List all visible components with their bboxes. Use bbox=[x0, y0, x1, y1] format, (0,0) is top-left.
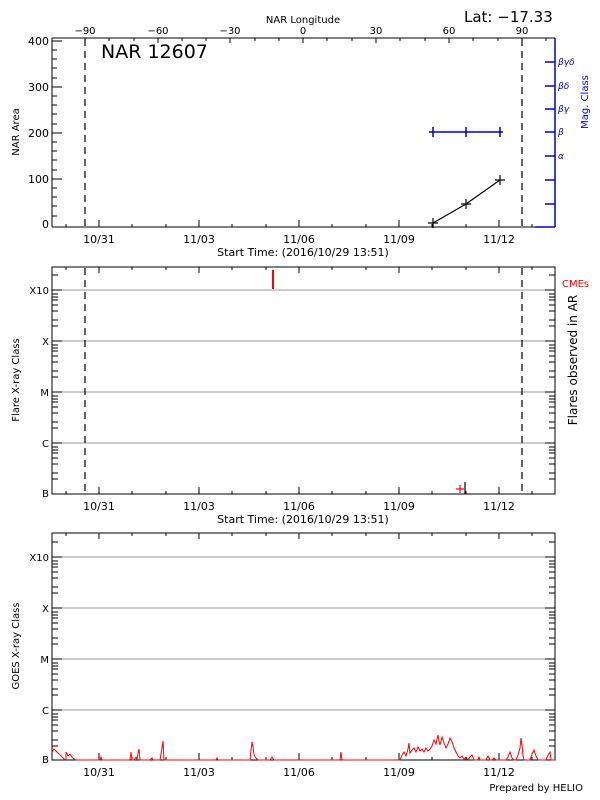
svg-text:−90: −90 bbox=[74, 26, 95, 37]
svg-text:11/03: 11/03 bbox=[183, 233, 215, 246]
top-axis-tick-labels: −90 −60 −30 0 30 60 90 bbox=[74, 26, 528, 37]
svg-text:α: α bbox=[558, 152, 564, 162]
svg-text:11/09: 11/09 bbox=[383, 233, 415, 246]
svg-text:X: X bbox=[42, 337, 49, 348]
svg-text:100: 100 bbox=[28, 173, 49, 186]
svg-text:10/31: 10/31 bbox=[83, 500, 115, 513]
svg-text:C: C bbox=[42, 706, 49, 717]
svg-text:C: C bbox=[42, 439, 49, 450]
svg-text:M: M bbox=[40, 388, 49, 399]
svg-text:X10: X10 bbox=[29, 286, 49, 297]
svg-text:X: X bbox=[42, 604, 49, 615]
panel2-start-time: Start Time: (2016/10/29 13:51) bbox=[217, 513, 389, 526]
goes-y-tick-labels: X10 X M C B bbox=[29, 553, 49, 766]
svg-text:11/06: 11/06 bbox=[283, 766, 315, 779]
svg-text:400: 400 bbox=[28, 35, 49, 48]
flare-y2-axis-label: Flares observed in AR bbox=[566, 295, 580, 425]
svg-text:βδ: βδ bbox=[557, 82, 570, 92]
panel-goes-xray: X10 X M C B GOES X-ray Class 10/31 11/03… bbox=[11, 532, 583, 794]
panel1-start-time: Start Time: (2016/10/29 13:51) bbox=[217, 246, 389, 259]
mag-class-series bbox=[429, 127, 503, 137]
svg-text:11/06: 11/06 bbox=[283, 233, 315, 246]
area-series bbox=[428, 175, 505, 228]
svg-text:11/09: 11/09 bbox=[383, 500, 415, 513]
svg-text:−30: −30 bbox=[219, 26, 240, 37]
region-title: NAR 12607 bbox=[101, 41, 208, 63]
svg-text:10/31: 10/31 bbox=[83, 766, 115, 779]
svg-text:10/31: 10/31 bbox=[83, 233, 115, 246]
svg-text:M: M bbox=[40, 655, 49, 666]
svg-text:X10: X10 bbox=[29, 553, 49, 564]
goes-flux-series bbox=[51, 734, 555, 761]
top-axis-title: NAR Longitude bbox=[266, 15, 340, 26]
flare-y-tick-labels: X10 X M C B bbox=[29, 286, 49, 500]
svg-text:90: 90 bbox=[516, 26, 529, 37]
svg-text:0: 0 bbox=[300, 26, 306, 37]
svg-text:200: 200 bbox=[28, 127, 49, 140]
mag-class-tick-labels: βγδ βδ βγ β α bbox=[557, 58, 575, 162]
area-y-tick-labels: 400 300 200 100 0 bbox=[28, 35, 49, 231]
panel2-date-tick-labels: 10/31 11/03 11/06 11/09 11/12 bbox=[83, 500, 515, 513]
prepared-by-footer: Prepared by HELIO bbox=[489, 783, 583, 794]
flare-plus-marker bbox=[456, 485, 464, 493]
area-y-axis-label: NAR Area bbox=[11, 108, 22, 155]
svg-text:30: 30 bbox=[370, 26, 383, 37]
mag-class-axis-label: Mag. Class bbox=[580, 75, 591, 129]
flare-y-axis-label: Flare X-ray Class bbox=[11, 338, 22, 422]
cme-legend-label: CMEs bbox=[562, 279, 589, 290]
svg-text:300: 300 bbox=[28, 81, 49, 94]
svg-text:11/12: 11/12 bbox=[483, 500, 515, 513]
svg-text:0: 0 bbox=[42, 218, 49, 231]
panel-flare-class: X10 X M C B Flare X-ray Class Flares obs… bbox=[11, 266, 589, 526]
svg-text:11/06: 11/06 bbox=[283, 500, 315, 513]
panel-nar-area: 400 300 200 100 0 NAR Area NAR 12607 bbox=[11, 35, 591, 259]
panel1-date-tick-labels: 10/31 11/03 11/06 11/09 11/12 bbox=[83, 233, 515, 246]
svg-text:B: B bbox=[42, 489, 49, 500]
svg-text:11/03: 11/03 bbox=[183, 766, 215, 779]
goes-y-axis-label: GOES X-ray Class bbox=[11, 602, 22, 689]
svg-text:11/12: 11/12 bbox=[483, 233, 515, 246]
svg-text:B: B bbox=[42, 755, 49, 766]
svg-text:11/12: 11/12 bbox=[483, 766, 515, 779]
latitude-label: Lat: −17.33 bbox=[464, 8, 553, 26]
svg-text:βγδ: βγδ bbox=[557, 58, 575, 68]
panel3-date-tick-labels: 10/31 11/03 11/06 11/09 11/12 bbox=[83, 766, 515, 779]
svg-text:βγ: βγ bbox=[557, 105, 570, 115]
svg-text:11/03: 11/03 bbox=[183, 500, 215, 513]
svg-text:11/09: 11/09 bbox=[383, 766, 415, 779]
svg-text:β: β bbox=[557, 128, 564, 138]
svg-text:60: 60 bbox=[443, 26, 456, 37]
svg-text:−60: −60 bbox=[147, 26, 168, 37]
